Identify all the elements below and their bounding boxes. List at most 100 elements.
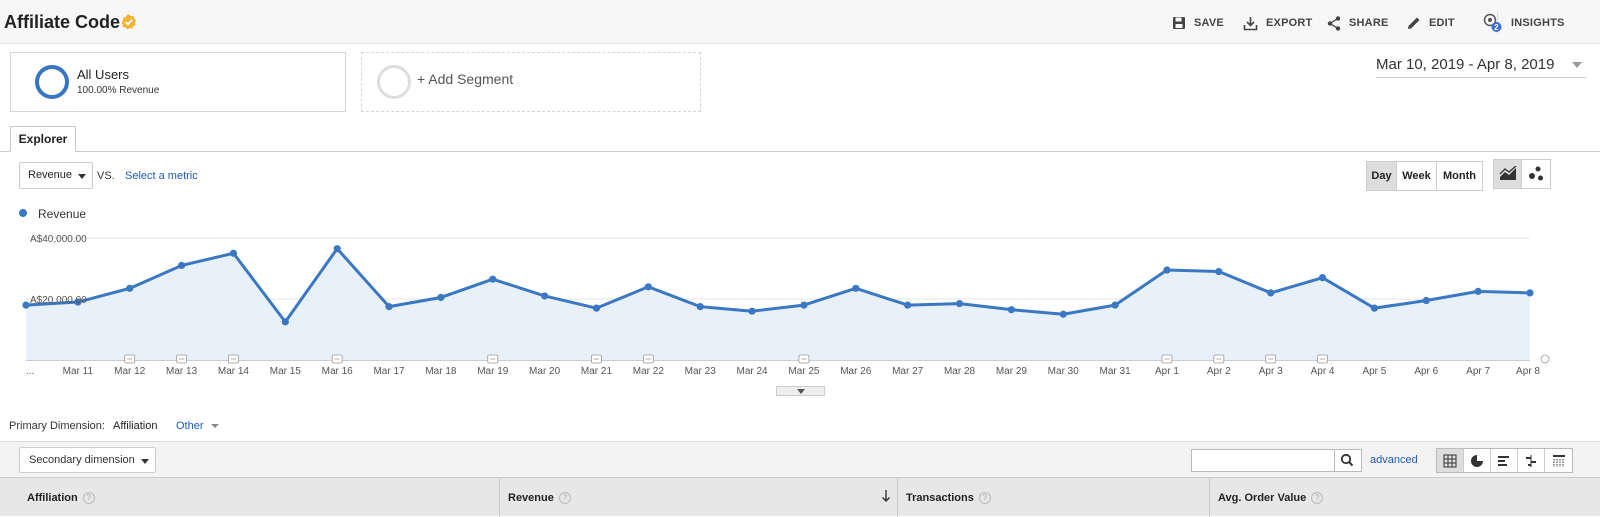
- pie-chart-icon: [1471, 454, 1483, 467]
- help-icon[interactable]: ?: [82, 492, 95, 504]
- bar-list-icon: [1498, 455, 1509, 466]
- pie-view-button[interactable]: [1464, 449, 1491, 472]
- secondary-dimension-label: Secondary dimension: [29, 454, 135, 466]
- secondary-dimension-select[interactable]: Secondary dimension: [19, 447, 156, 473]
- revenue-point: [1163, 266, 1171, 274]
- revenue-point: [1318, 274, 1327, 282]
- tab-explorer[interactable]: Explorer: [10, 126, 76, 152]
- vs-label: VS.: [97, 170, 115, 182]
- x-tick-label: Apr 4: [1311, 366, 1335, 377]
- x-tick-label: Apr 8: [1516, 366, 1540, 377]
- date-range-picker[interactable]: Mar 10, 2019 - Apr 8, 2019: [1376, 56, 1586, 78]
- share-icon: [1327, 15, 1341, 31]
- y-tick-label: A$40,000.00: [30, 234, 87, 245]
- revenue-point: [1007, 306, 1015, 314]
- advanced-filter-link[interactable]: advanced: [1370, 454, 1418, 466]
- chevron-down-icon: [78, 174, 86, 179]
- revenue-point: [955, 299, 964, 308]
- revenue-point: [385, 303, 393, 311]
- edit-label: EDIT: [1429, 17, 1455, 29]
- x-tick-label: Mar 13: [166, 366, 198, 377]
- x-tick-label: Mar 22: [633, 366, 665, 377]
- x-tick-label: Mar 12: [114, 366, 146, 377]
- revenue-point: [126, 284, 134, 292]
- insights-icon: 2: [1483, 13, 1502, 32]
- column-header-transactions[interactable]: Transactions?: [897, 478, 1209, 517]
- granularity-toggle: Day Week Month: [1366, 161, 1483, 191]
- search-icon: [1340, 453, 1354, 467]
- help-icon[interactable]: ?: [978, 492, 991, 504]
- primary-dimension-value[interactable]: Affiliation: [113, 420, 158, 432]
- x-tick-label: Mar 27: [892, 366, 924, 377]
- column-header-revenue[interactable]: Revenue?: [499, 478, 897, 517]
- column-label: Revenue: [508, 492, 554, 504]
- x-tick-label: Apr 7: [1466, 366, 1490, 377]
- revenue-point: [644, 283, 652, 291]
- insights-button[interactable]: 2 INSIGHTS: [1483, 13, 1565, 32]
- help-icon[interactable]: ?: [558, 492, 571, 504]
- revenue-point: [489, 275, 497, 283]
- x-tick-label: Mar 19: [477, 366, 509, 377]
- motion-chart-button[interactable]: [1522, 160, 1550, 188]
- revenue-point: [541, 292, 549, 300]
- save-label: SAVE: [1194, 17, 1224, 29]
- column-header-avg-order-value[interactable]: Avg. Order Value?: [1209, 478, 1600, 517]
- add-segment-button[interactable]: + Add Segment: [361, 52, 701, 112]
- revenue-point: [1474, 287, 1482, 295]
- x-tick-label: Mar 24: [737, 366, 769, 377]
- x-tick-label: Mar 25: [788, 366, 820, 377]
- line-chart-button[interactable]: [1494, 160, 1522, 188]
- select-metric-link[interactable]: Select a metric: [125, 170, 198, 182]
- revenue-point: [1267, 289, 1275, 297]
- table-search-input[interactable]: [1191, 449, 1335, 472]
- primary-dimension-label: Primary Dimension:: [9, 420, 105, 432]
- performance-view-button[interactable]: [1491, 449, 1518, 472]
- y-tick-label: A$20,000.00: [30, 295, 87, 306]
- search-button[interactable]: [1335, 449, 1362, 472]
- revenue-point: [904, 301, 912, 309]
- pivot-view-button[interactable]: [1545, 449, 1572, 472]
- share-button[interactable]: SHARE: [1327, 14, 1389, 32]
- granularity-month-button[interactable]: Month: [1437, 162, 1482, 190]
- chart-collapse-handle[interactable]: [776, 386, 825, 396]
- primary-dimension-other[interactable]: Other: [176, 420, 219, 432]
- revenue-point: [333, 245, 341, 253]
- export-button[interactable]: EXPORT: [1243, 14, 1312, 32]
- data-table-view-button[interactable]: [1437, 449, 1464, 472]
- revenue-point: [748, 307, 756, 315]
- granularity-day-button[interactable]: Day: [1367, 162, 1397, 190]
- line-chart-icon: [1499, 166, 1516, 180]
- revenue-point: [281, 318, 289, 326]
- revenue-area: [26, 248, 1530, 360]
- table-header: Affiliation? Revenue? Transactions? Avg.…: [0, 477, 1600, 517]
- floppy-icon: [1173, 17, 1185, 29]
- column-label: Avg. Order Value: [1218, 492, 1307, 504]
- column-header-affiliation[interactable]: Affiliation?: [19, 478, 499, 517]
- date-range-text: Mar 10, 2019 - Apr 8, 2019: [1376, 56, 1555, 73]
- page-title: Affiliate Code: [4, 12, 121, 32]
- revenue-point: [177, 261, 186, 270]
- chevron-down-icon: [797, 389, 805, 394]
- motion-chart-icon: [1529, 166, 1543, 181]
- x-tick-label: Mar 18: [425, 366, 457, 377]
- help-icon[interactable]: ?: [1311, 492, 1324, 504]
- x-tick-label: Mar 26: [840, 366, 872, 377]
- save-button[interactable]: SAVE: [1172, 14, 1224, 32]
- share-label: SHARE: [1349, 17, 1389, 29]
- revenue-series-line: [25, 247, 1531, 324]
- x-tick-label: Mar 16: [322, 366, 354, 377]
- sort-descending-icon[interactable]: [881, 489, 891, 503]
- granularity-week-button[interactable]: Week: [1397, 162, 1437, 190]
- metric-select[interactable]: Revenue: [19, 162, 93, 189]
- segment-all-users[interactable]: All Users 100.00% Revenue: [10, 52, 346, 112]
- other-link-label: Other: [176, 420, 204, 432]
- edit-button[interactable]: EDIT: [1407, 14, 1455, 32]
- chart-type-toggle: [1493, 159, 1551, 189]
- x-tick-label: Mar 11: [63, 366, 94, 377]
- revenue-point: [852, 284, 860, 292]
- chevron-down-icon: [1572, 62, 1582, 68]
- comparison-view-button[interactable]: [1518, 449, 1545, 472]
- add-annotation-icon: [1540, 354, 1550, 364]
- empty-segment-ring-icon: [377, 65, 411, 99]
- metric-select-label: Revenue: [28, 169, 73, 181]
